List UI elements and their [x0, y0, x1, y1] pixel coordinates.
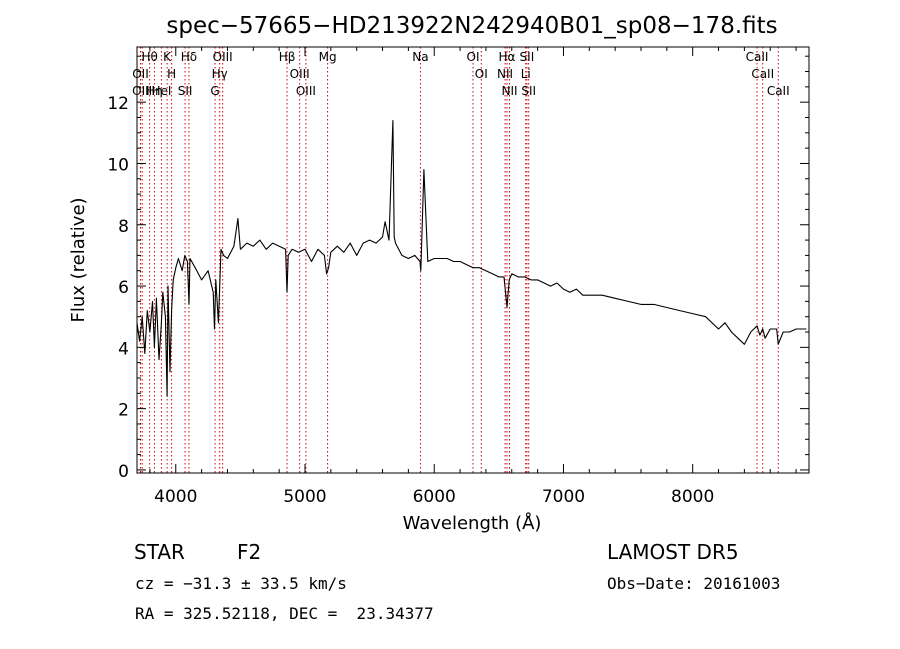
spectral-type: F2 — [237, 540, 262, 564]
y-axis-label: Flux (relative) — [68, 197, 89, 322]
line-label: CaII — [746, 50, 769, 64]
line-label: Hγ — [212, 67, 228, 81]
line-label: H — [167, 67, 176, 81]
line-label: Hβ — [279, 50, 296, 64]
x-tick-label: 7000 — [542, 487, 585, 507]
x-axis-label: Wavelength (Å) — [403, 512, 542, 534]
coordinates: RA = 325.52118, DEC = 23.34377 — [135, 604, 434, 623]
line-label: CaII — [767, 84, 790, 98]
x-axis: 4000 5000 6000 7000 8000 — [149, 47, 797, 507]
line-label: Hδ — [181, 50, 197, 64]
line-label: Hα — [499, 50, 516, 64]
y-tick-label: 0 — [118, 462, 129, 482]
line-label: Hθ — [141, 50, 157, 64]
y-tick-label: 8 — [118, 217, 129, 237]
line-label: OIII — [296, 84, 316, 98]
object-class: STAR — [134, 540, 185, 564]
line-label: OIII — [213, 50, 233, 64]
line-label: OI — [467, 50, 480, 64]
line-label: NII — [502, 84, 518, 98]
line-label: Li — [521, 67, 531, 81]
x-tick-label: 8000 — [671, 487, 714, 507]
redshift-velocity: cz = −31.3 ± 33.5 km/s — [135, 574, 347, 593]
line-label: Na — [412, 50, 428, 64]
line-label: SII — [178, 84, 193, 98]
spectrum-chart: spec−57665−HD213922N242940B01_sp08−178.f… — [68, 13, 810, 534]
line-label: K — [163, 50, 172, 64]
line-marker-group — [139, 47, 779, 473]
y-tick-label: 4 — [118, 339, 129, 359]
line-label: OI — [475, 67, 488, 81]
line-label-group: HθOIIOIIIHηHeIKHHδSIIOIIIHγGHβOIIIOIIIMg… — [132, 50, 790, 98]
plot-frame — [136, 46, 810, 474]
line-label: OIII — [290, 67, 310, 81]
x-tick-label: 6000 — [413, 487, 456, 507]
y-tick-label: 6 — [118, 278, 129, 298]
line-label: HeI — [151, 84, 171, 98]
chart-title: spec−57665−HD213922N242940B01_sp08−178.f… — [166, 13, 777, 39]
line-label: Mg — [319, 50, 337, 64]
observation-date: Obs−Date: 20161003 — [607, 574, 781, 593]
spectrum-line — [136, 120, 807, 397]
y-axis: 0 2 4 6 8 10 12 — [107, 55, 809, 482]
line-label: SII — [521, 84, 536, 98]
line-label: SII — [520, 50, 535, 64]
line-label: OII — [132, 67, 149, 81]
y-tick-label: 10 — [107, 155, 129, 175]
survey-name: LAMOST DR5 — [607, 540, 739, 564]
line-label: Hη — [146, 84, 163, 98]
line-label: CaII — [751, 67, 774, 81]
y-tick-label: 2 — [118, 401, 129, 421]
line-label: NII — [497, 67, 513, 81]
line-label: G — [210, 84, 219, 98]
x-tick-label: 5000 — [283, 487, 326, 507]
y-tick-label: 12 — [107, 94, 129, 114]
x-tick-label: 4000 — [154, 487, 197, 507]
